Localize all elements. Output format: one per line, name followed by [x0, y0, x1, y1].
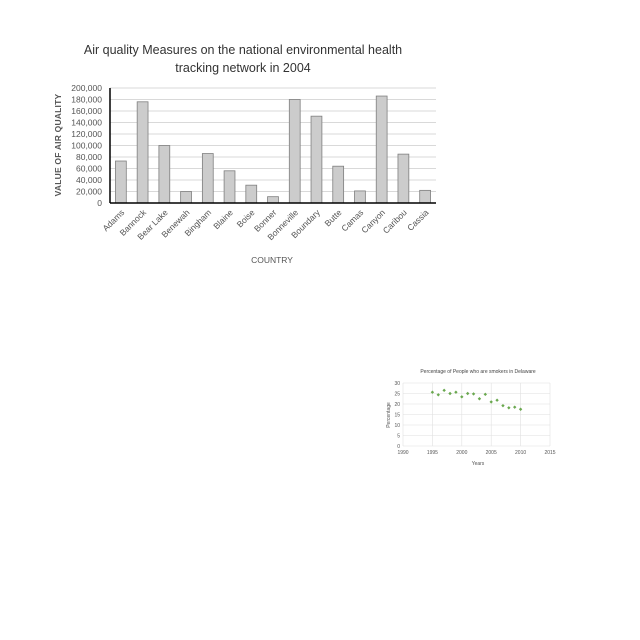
data-point	[477, 397, 482, 401]
y-axis-label: VALUE OF AIR QUALITY	[53, 94, 63, 197]
data-point	[460, 395, 464, 399]
x-tick-label: 2000	[456, 450, 467, 456]
x-tick-label: 2015	[544, 450, 555, 456]
y-tick-labels: 020,00040,00060,00080,000100,000120,0001…	[71, 83, 102, 208]
y-tick-label: 0	[97, 198, 102, 208]
bar	[310, 115, 323, 204]
axes	[109, 88, 436, 204]
x-tick-label: Cassia	[405, 207, 431, 233]
y-tick-label: 20	[394, 402, 400, 408]
y-tick-label: 180,000	[71, 95, 102, 105]
bar	[288, 99, 301, 204]
bar	[419, 189, 431, 204]
y-tick-label: 40,000	[76, 175, 102, 185]
data-point	[442, 388, 446, 393]
bar	[397, 153, 410, 204]
chart-title-line-2: tracking network in 2004	[175, 61, 311, 75]
y-tick-label: 5	[397, 433, 400, 439]
y-tick-label: 140,000	[71, 118, 102, 128]
x-axis-label: COUNTRY	[251, 255, 293, 265]
x-tick-label: 1995	[427, 450, 438, 456]
smokers-scatter-chart: Percentage of People who are smokers in …	[386, 369, 556, 467]
data-points	[430, 388, 523, 411]
y-tick-label: 10	[394, 423, 400, 429]
x-tick-label: 2005	[486, 450, 497, 456]
y-tick-label: 25	[394, 391, 400, 397]
x-tick-labels: 1990 1995 2000 2005 2010 2015	[397, 450, 555, 456]
gridlines	[402, 382, 551, 447]
bar	[245, 184, 258, 204]
data-point	[495, 398, 499, 402]
y-tick-label: 30	[394, 381, 400, 387]
y-tick-label: 15	[394, 412, 400, 418]
bar	[223, 170, 236, 204]
data-point	[465, 391, 470, 396]
chart-title: Percentage of People who are smokers in …	[420, 369, 536, 375]
data-point	[501, 403, 505, 408]
y-tick-label: 60,000	[76, 164, 102, 174]
bar	[332, 165, 345, 204]
y-tick-labels: 0 5 10 15 20 25 30	[394, 381, 400, 450]
bar	[354, 190, 366, 204]
x-tick-label: 1990	[397, 450, 408, 456]
air-quality-bar-chart: Air quality Measures on the national env…	[53, 43, 436, 265]
bar	[201, 153, 214, 204]
bar	[375, 95, 388, 204]
bars	[115, 95, 431, 204]
data-point	[507, 406, 511, 410]
data-point	[489, 400, 493, 404]
data-point	[483, 392, 488, 397]
y-axis-label: Percentage	[386, 402, 392, 428]
data-point	[518, 407, 523, 411]
bar	[180, 191, 192, 204]
y-tick-label: 80,000	[76, 152, 102, 162]
bar	[267, 196, 279, 204]
y-tick-label: 160,000	[71, 106, 102, 116]
y-tick-label: 0	[397, 444, 400, 450]
y-tick-label: 100,000	[71, 141, 102, 151]
chart-title-line-1: Air quality Measures on the national env…	[84, 43, 402, 57]
y-tick-label: 200,000	[71, 83, 102, 93]
x-tick-label: 2010	[515, 450, 526, 456]
data-point	[471, 392, 476, 396]
bar	[158, 145, 171, 204]
x-axis-label: Years	[472, 461, 485, 467]
x-tick-label: Blaine	[211, 207, 235, 231]
bar	[136, 101, 149, 204]
bar	[115, 160, 127, 204]
data-point	[513, 405, 517, 409]
y-tick-label: 120,000	[71, 129, 102, 139]
x-tick-label: Caribou	[381, 207, 409, 235]
y-tick-label: 20,000	[76, 187, 102, 197]
data-point	[448, 391, 452, 396]
